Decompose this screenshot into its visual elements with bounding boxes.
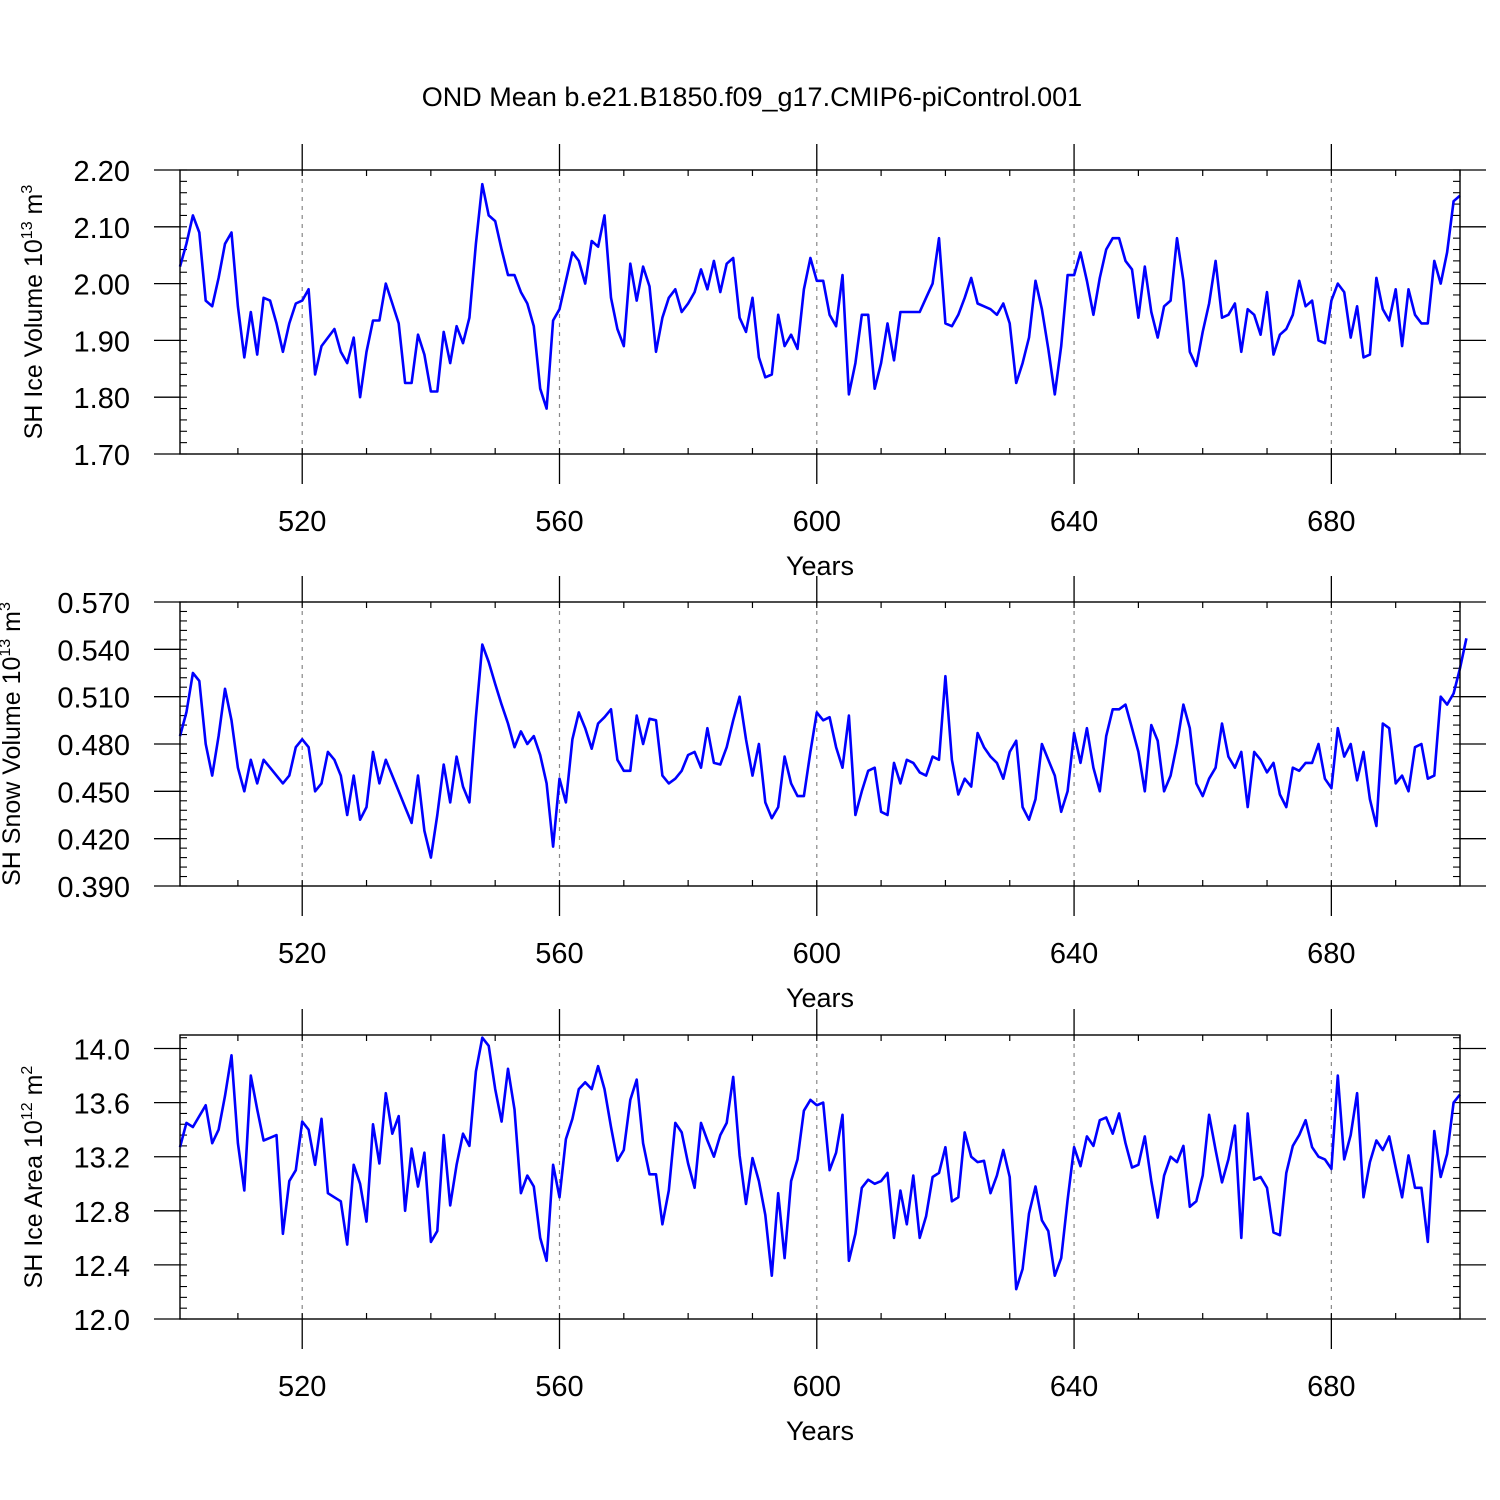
y-tick-label: 12.0 bbox=[74, 1305, 130, 1337]
y-tick-label: 14.0 bbox=[74, 1035, 130, 1067]
y-tick-label: 0.480 bbox=[57, 730, 130, 762]
chart-panel-1: 520 560 600 640 680 1.70 1.80 1.90 2.00 2.10 2.20 Y… bbox=[19, 144, 1486, 581]
y-tick-label: 1.80 bbox=[74, 383, 130, 415]
x-tick-label: 600 bbox=[793, 938, 841, 970]
x-tick-label: 680 bbox=[1307, 1371, 1355, 1403]
y-tick-label: 12.4 bbox=[74, 1251, 130, 1283]
chart-panel-3: 520 560 600 640 680 12.0 12.4 12.8 13.2 13.6 14.0 Y… bbox=[19, 1009, 1486, 1446]
x-tick-label: 600 bbox=[793, 1371, 841, 1403]
y-axis-label-main: SH Ice Volume 10 bbox=[20, 239, 48, 439]
x-axis-label: Years bbox=[786, 1416, 854, 1446]
y-tick-label: 0.570 bbox=[57, 588, 130, 620]
x-tick-label: 560 bbox=[535, 1371, 583, 1403]
x-axis-label: Years bbox=[786, 983, 854, 1013]
x-axis-label: Years bbox=[786, 551, 854, 581]
y-axis-label-exponent: 13 bbox=[0, 639, 14, 657]
y-axis-label-main: SH Ice Area 10 bbox=[20, 1120, 48, 1288]
y-tick-label: 13.6 bbox=[74, 1089, 130, 1121]
y-axis-label-unit: m bbox=[20, 194, 48, 222]
y-tick-label: 0.420 bbox=[57, 825, 130, 857]
x-tick-label: 520 bbox=[278, 506, 326, 538]
y-axis-label-unit: m bbox=[20, 1075, 48, 1103]
x-tick-label: 600 bbox=[793, 506, 841, 538]
x-tick-label: 640 bbox=[1050, 1371, 1098, 1403]
x-tick-label: 640 bbox=[1050, 938, 1098, 970]
y-tick-label: 13.2 bbox=[74, 1143, 130, 1175]
series-line bbox=[178, 1036, 1462, 1291]
y-axis-label-unit-exponent: 2 bbox=[19, 1066, 36, 1075]
y-axis-label-exponent: 13 bbox=[19, 221, 36, 239]
x-tick-label: 520 bbox=[278, 1371, 326, 1403]
y-tick-label: 0.390 bbox=[57, 872, 130, 904]
x-tick-label: 520 bbox=[278, 938, 326, 970]
y-axis-label: SH Ice Area 1012 m2 bbox=[19, 1066, 48, 1289]
y-tick-label: 0.450 bbox=[57, 777, 130, 809]
y-tick-label: 0.540 bbox=[57, 635, 130, 667]
x-tick-label: 680 bbox=[1307, 938, 1355, 970]
y-axis-label-exponent: 12 bbox=[19, 1102, 36, 1120]
y-axis-label-unit: m bbox=[0, 611, 26, 639]
x-tick-label: 560 bbox=[535, 938, 583, 970]
plot-frame bbox=[179, 1034, 1461, 1320]
y-tick-label: 2.10 bbox=[74, 213, 130, 245]
y-tick-label: 1.70 bbox=[74, 440, 130, 472]
x-tick-label: 560 bbox=[535, 506, 583, 538]
y-tick-label: 2.00 bbox=[74, 270, 130, 302]
y-axis-label: SH Ice Volume 1013 m3 bbox=[19, 185, 48, 440]
y-axis-label-unit-exponent: 3 bbox=[0, 602, 14, 611]
series-line bbox=[178, 638, 1468, 859]
series-line bbox=[178, 182, 1461, 410]
plot-frame bbox=[179, 601, 1461, 887]
y-tick-label: 12.8 bbox=[74, 1197, 130, 1229]
y-axis-label: SH Snow Volume 1013 m3 bbox=[0, 602, 26, 886]
y-axis-label-main: SH Snow Volume 10 bbox=[0, 657, 26, 886]
plot-frame bbox=[179, 169, 1461, 455]
y-axis-label-unit-exponent: 3 bbox=[19, 185, 36, 194]
y-tick-label: 0.510 bbox=[57, 683, 130, 715]
y-tick-label: 2.20 bbox=[74, 156, 130, 188]
y-tick-label: 1.90 bbox=[74, 326, 130, 358]
figure-title: OND Mean b.e21.B1850.f09_g17.CMIP6-piCon… bbox=[422, 82, 1082, 112]
chart-panel-2: 520 560 600 640 680 0.390 0.420 0.450 0.480 0.510… bbox=[0, 576, 1486, 1013]
x-tick-label: 640 bbox=[1050, 506, 1098, 538]
x-tick-label: 680 bbox=[1307, 506, 1355, 538]
